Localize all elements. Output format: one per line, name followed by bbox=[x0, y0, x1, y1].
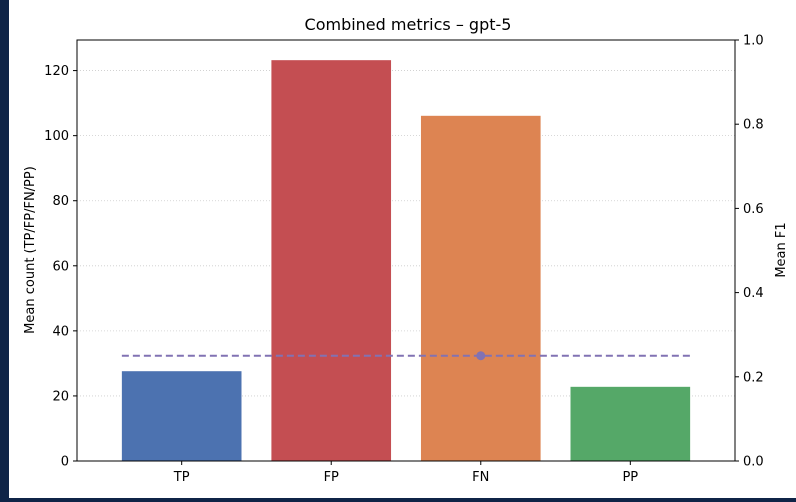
x-tick-label: TP bbox=[173, 470, 190, 485]
bar-tp bbox=[122, 371, 242, 461]
bar-pp bbox=[571, 387, 691, 461]
y-tick-label: 100 bbox=[44, 129, 69, 144]
chart-title: Combined metrics – gpt-5 bbox=[305, 15, 512, 34]
y-tick-label: 60 bbox=[52, 259, 69, 274]
y2-tick-label: 1.0 bbox=[743, 34, 764, 49]
f1-marker bbox=[476, 351, 485, 360]
x-tick-label: FN bbox=[472, 470, 489, 485]
y2-tick-label: 0.4 bbox=[743, 286, 764, 301]
y2-tick-label: 0.6 bbox=[743, 202, 764, 217]
y2-axis-label: Mean F1 bbox=[774, 222, 789, 277]
y-tick-label: 120 bbox=[44, 64, 69, 79]
y2-tick-label: 0.8 bbox=[743, 118, 764, 133]
y-axis-label: Mean count (TP/FP/FN/PP) bbox=[23, 166, 38, 334]
chart-frame: Combined metrics – gpt-5 Mean count (TP/… bbox=[9, 0, 796, 498]
x-tick-label: FP bbox=[324, 470, 339, 485]
bar-fp bbox=[271, 60, 391, 461]
bar-layer bbox=[122, 60, 690, 461]
y2-tick-label: 0.2 bbox=[743, 370, 764, 385]
bar-fn bbox=[421, 116, 541, 461]
grid-layer bbox=[77, 71, 735, 396]
y-tick-label: 20 bbox=[52, 389, 69, 404]
x-tick-label: PP bbox=[622, 470, 638, 485]
y-tick-label: 80 bbox=[52, 194, 69, 209]
bar-chart: Combined metrics – gpt-5 Mean count (TP/… bbox=[9, 0, 796, 498]
f1-layer bbox=[122, 351, 690, 360]
y2-tick-label: 0.0 bbox=[743, 455, 764, 470]
y-tick-label: 0 bbox=[61, 455, 69, 470]
y-tick-label: 40 bbox=[52, 324, 69, 339]
